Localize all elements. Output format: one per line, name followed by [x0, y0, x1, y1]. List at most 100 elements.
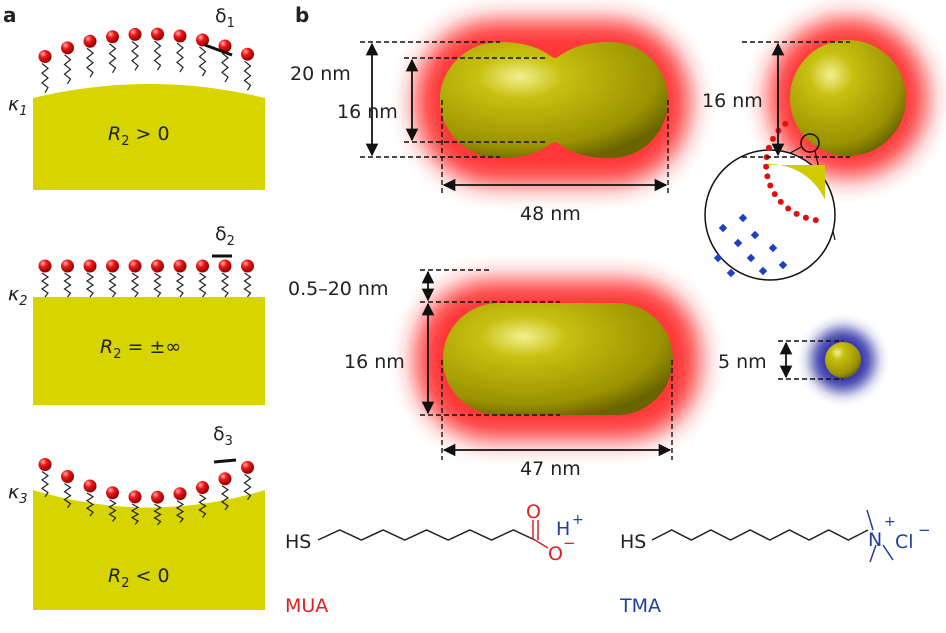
ligand-tail — [108, 499, 117, 522]
sphere-particle — [768, 18, 928, 178]
svg-text:O: O — [526, 501, 541, 523]
ligand-tail — [175, 272, 185, 298]
ligand-tail — [85, 272, 95, 298]
svg-text:−: − — [563, 534, 576, 552]
surface-zoom-inset — [704, 120, 836, 281]
ligand-tail — [175, 500, 185, 523]
kappa-2: κ2 — [8, 283, 27, 309]
ligand-head — [106, 30, 119, 44]
ligand-layers — [38, 27, 254, 526]
ligand-head — [83, 259, 97, 273]
ligand-head — [218, 259, 232, 273]
ligand-tail — [63, 272, 72, 298]
svg-text:HS: HS — [285, 531, 311, 553]
inset-ligand-head — [785, 205, 792, 212]
ligand-tail — [176, 42, 184, 73]
delta-1: δ1 — [215, 5, 235, 31]
mua-structure: HS O O − H + — [285, 501, 584, 565]
inset-ligand-head — [771, 191, 778, 198]
dumbbell-inner-label: 16 nm — [337, 101, 398, 123]
ligand-tail — [108, 43, 117, 74]
ligand-tail — [131, 40, 139, 71]
ligand-head — [241, 47, 254, 61]
ligand-head — [196, 259, 209, 273]
r2-negative: R2 < 0 — [108, 565, 170, 591]
small-sphere-particle — [811, 328, 875, 392]
inset-ion — [726, 268, 736, 278]
r2-positive: R2 > 0 — [108, 123, 170, 149]
kappa-1: κ1 — [8, 93, 27, 119]
dimension-lines — [360, 41, 850, 460]
rod-length-label: 47 nm — [520, 458, 581, 480]
svg-text:+: + — [572, 512, 584, 528]
ligand-tail — [108, 272, 117, 298]
substrate-flat — [33, 297, 265, 405]
ligand-head — [173, 487, 187, 501]
ligand-head — [241, 259, 254, 273]
inset-ligand-head — [793, 210, 800, 217]
svg-text:Cl: Cl — [895, 531, 914, 553]
ligand-head — [38, 259, 52, 273]
ligand-head — [83, 34, 97, 48]
svg-text:HS: HS — [620, 531, 646, 553]
svg-text:N: N — [868, 529, 882, 551]
ligand-head — [106, 259, 119, 273]
inset-ligand-head — [777, 198, 784, 205]
ligand-tail — [153, 272, 162, 298]
ligand-head — [61, 41, 74, 55]
ligand-tail — [243, 60, 252, 91]
rod-particle — [415, 280, 700, 440]
ligand-tail — [40, 470, 50, 498]
inset-ion — [778, 260, 788, 270]
dumbbell-outer-label: 20 nm — [290, 63, 351, 85]
delta-marker — [213, 458, 237, 464]
ligand-head — [241, 460, 254, 474]
mua-label: MUA — [285, 595, 328, 617]
ligand-tail — [243, 272, 252, 298]
ligand-head — [173, 29, 187, 43]
inset-ligand-head — [782, 120, 789, 127]
ligand-tail — [130, 503, 140, 525]
rod-shell-label: 0.5–20 nm — [288, 278, 388, 300]
ligand-tail — [198, 272, 207, 298]
panel-b-label: b — [295, 3, 309, 27]
svg-text:H: H — [556, 518, 570, 540]
dumbbell-particle — [415, 20, 690, 185]
ligand-tail — [198, 46, 207, 77]
ligand-head — [128, 27, 142, 41]
ligand-head — [196, 33, 209, 47]
ligand-head — [83, 479, 97, 493]
ligand-head — [173, 259, 187, 273]
delta-2: δ2 — [215, 223, 235, 249]
delta-marker — [204, 43, 233, 57]
ligand-tail — [63, 483, 72, 509]
inset-ligand-head — [767, 182, 774, 189]
inset-ligand-head — [802, 214, 809, 221]
ligand-head — [128, 259, 142, 273]
ligand-tail — [86, 47, 94, 78]
ligand-head — [196, 481, 209, 495]
rod-diameter-label: 16 nm — [344, 351, 405, 373]
ligand-head — [38, 50, 52, 64]
small-sphere-label: 5 nm — [718, 351, 767, 373]
ligand-head — [218, 472, 232, 486]
ligand-head — [38, 457, 52, 471]
ligand-tail — [40, 272, 50, 298]
ligand-tail — [153, 40, 162, 71]
ligand-head — [218, 39, 232, 53]
ligand-head — [151, 490, 164, 504]
ligand-tail — [153, 503, 162, 526]
ligand-tail — [220, 485, 230, 511]
r2-infinite: R2 = ±∞ — [100, 336, 181, 362]
dumbbell-length-label: 48 nm — [520, 203, 581, 225]
inset-ion — [758, 266, 768, 276]
ligand-tail — [85, 492, 95, 517]
svg-text:O: O — [548, 543, 563, 565]
ligand-head — [151, 27, 164, 41]
substrate-concave — [33, 490, 265, 610]
ligand-head — [61, 259, 74, 273]
delta-3: δ3 — [213, 423, 233, 449]
ligand-tail — [243, 473, 252, 501]
inset-ligand-head — [764, 173, 771, 180]
